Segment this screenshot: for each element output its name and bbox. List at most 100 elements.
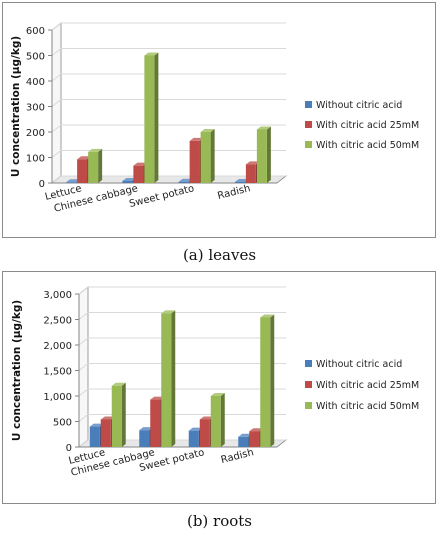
legend-label: Without citric acid (316, 359, 402, 370)
bar-front (66, 182, 77, 183)
bar-top (199, 416, 214, 420)
bar-side (210, 129, 215, 183)
y-tick-label: 0 (66, 443, 72, 454)
legend-label: Without citric acid (316, 100, 402, 111)
legend-swatch (305, 402, 312, 409)
bar-front (188, 430, 199, 447)
bar-front (256, 129, 267, 183)
bar-side (171, 310, 176, 447)
bar-front (200, 132, 211, 183)
bar-top (245, 161, 260, 165)
bar-front (111, 385, 122, 447)
bar-front (189, 140, 200, 183)
bar-top (122, 177, 137, 181)
bar-front (234, 181, 245, 183)
gridline (51, 73, 286, 82)
legend-swatch (305, 141, 312, 148)
y-tick-label: 1,000 (43, 392, 72, 403)
bar-top (188, 427, 203, 431)
y-tick-label: 400 (26, 77, 45, 88)
bar-front (77, 159, 88, 183)
bar-front (88, 151, 99, 183)
legend-label: With citric acid 50mM (316, 140, 419, 151)
bar-side (266, 126, 271, 183)
bar-top (77, 156, 92, 160)
legend-swatch (305, 381, 312, 388)
bar-top (66, 179, 81, 183)
y-tick-label: 100 (26, 154, 45, 165)
gridline (78, 337, 286, 346)
bar-front (100, 419, 111, 447)
gridline (51, 124, 286, 133)
leaves-caption: (a) leaves (182, 246, 257, 264)
legend-swatch (305, 121, 312, 128)
bar-top (88, 148, 103, 152)
bar-front (150, 399, 161, 447)
y-tick-label: 0 (39, 179, 45, 190)
bar-top (139, 427, 154, 431)
bar (210, 393, 225, 447)
y-tick-label: 1,500 (43, 367, 72, 378)
bar-top (234, 178, 249, 182)
bar-top (238, 433, 253, 437)
bar-top (200, 129, 215, 132)
bar (88, 148, 103, 183)
bar-top (111, 382, 126, 386)
bar (260, 314, 275, 447)
bar-front (199, 419, 210, 447)
bar-top (133, 162, 148, 166)
bar-front (178, 181, 189, 183)
bar-top (210, 393, 225, 396)
legend-label: With citric acid 50mM (316, 401, 419, 412)
legend-label: With citric acid 25mM (316, 380, 419, 391)
leaves-chart: 0 100 200 300 400 500 600 U concentration (μg/k… (10, 22, 419, 215)
y-tick-label: 2,000 (43, 341, 72, 352)
bar-top (260, 314, 275, 318)
bar-front (260, 317, 271, 447)
bar-top (249, 428, 264, 432)
bar-front (210, 396, 221, 447)
y-axis-label: U concentration (μg/kg) (10, 36, 22, 177)
gridline (51, 22, 286, 31)
gridline (78, 312, 286, 320)
y-tick-label: 200 (26, 128, 45, 139)
x-tick-label: Radish (220, 447, 255, 466)
bar-top (178, 178, 193, 182)
bar-front (122, 180, 133, 183)
bar-front (161, 313, 172, 447)
y-tick-label: 600 (26, 26, 45, 37)
gridline (78, 286, 286, 295)
bar (111, 382, 126, 447)
leaves-chart-panel: 0 100 200 300 400 500 600 U concentration (μg/k… (2, 2, 436, 238)
bar-side (220, 393, 225, 447)
y-tick-label: 500 (26, 52, 45, 63)
bar-side (98, 148, 103, 183)
bar-top (100, 416, 115, 420)
gridline (51, 99, 286, 107)
bar-top (150, 396, 165, 400)
x-tick-label: Sweet potato (128, 183, 195, 210)
bar-front (245, 164, 256, 183)
bar-top (144, 52, 159, 56)
bar-top (89, 423, 104, 427)
bar-front (249, 431, 260, 447)
bar (144, 52, 159, 183)
bar (161, 310, 176, 447)
y-tick-label: 300 (26, 103, 45, 114)
legend-swatch (305, 360, 312, 367)
y-tick-label: 3,000 (43, 290, 72, 301)
gridline (78, 388, 286, 397)
bar-front (133, 165, 144, 183)
roots-chart-panel: 0 500 1,000 1,500 2,000 2,500 3,000 U concentra… (2, 271, 436, 504)
bar-side (270, 314, 275, 447)
y-axis-label: U concentration (μg/kg) (11, 300, 23, 441)
bar-top (161, 310, 176, 314)
legend-swatch (305, 101, 312, 108)
x-tick-label: Radish (216, 183, 251, 202)
bar-front (139, 430, 150, 447)
legend-label: With citric acid 25mM (316, 120, 419, 131)
bar-front (89, 426, 100, 447)
bar-side (154, 52, 159, 183)
bar (200, 129, 215, 183)
y-tick-label: 2,500 (43, 316, 72, 327)
